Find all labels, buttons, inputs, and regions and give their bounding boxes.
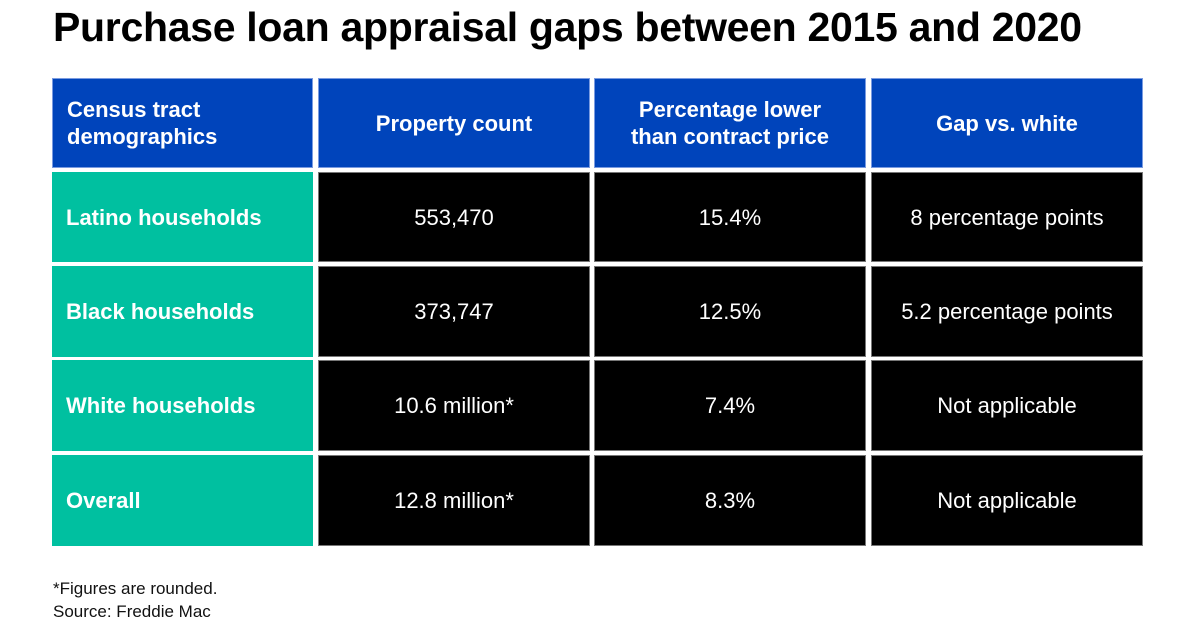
gap-cell: Not applicable [871, 360, 1143, 451]
header-line: than contract price [630, 124, 830, 149]
header-demographics: Census tract demographics [52, 78, 313, 168]
property-count-cell: 12.8 million* [318, 455, 590, 546]
row-label: Black households [52, 266, 313, 357]
gap-cell: 5.2 percentage points [871, 266, 1143, 357]
gap-cell: 8 percentage points [871, 172, 1143, 262]
header-line: demographics [67, 124, 218, 149]
row-label: Latino households [52, 172, 313, 262]
header-line: Percentage lower [638, 97, 822, 122]
source-note: Source: Freddie Mac [53, 602, 211, 621]
percentage-lower-cell: 7.4% [594, 360, 866, 451]
header-gap-vs-white: Gap vs. white [871, 78, 1143, 168]
percentage-lower-cell: 15.4% [594, 172, 866, 262]
header-percentage-lower: Percentage lower than contract price [594, 78, 866, 168]
row-label: Overall [52, 455, 313, 546]
row-label: White households [52, 360, 313, 451]
property-count-cell: 373,747 [318, 266, 590, 357]
footnotes: *Figures are rounded. Source: Freddie Ma… [53, 577, 217, 623]
property-count-cell: 10.6 million* [318, 360, 590, 451]
percentage-lower-cell: 8.3% [594, 455, 866, 546]
gap-cell: Not applicable [871, 455, 1143, 546]
header-line: Property count [375, 110, 533, 136]
property-count-cell: 553,470 [318, 172, 590, 262]
rounding-note: *Figures are rounded. [53, 579, 218, 598]
page-title: Purchase loan appraisal gaps between 201… [53, 4, 1082, 50]
header-line: Gap vs. white [936, 110, 1078, 136]
percentage-lower-cell: 12.5% [594, 266, 866, 357]
header-line: Census tract [67, 97, 201, 122]
header-property-count: Property count [318, 78, 590, 168]
